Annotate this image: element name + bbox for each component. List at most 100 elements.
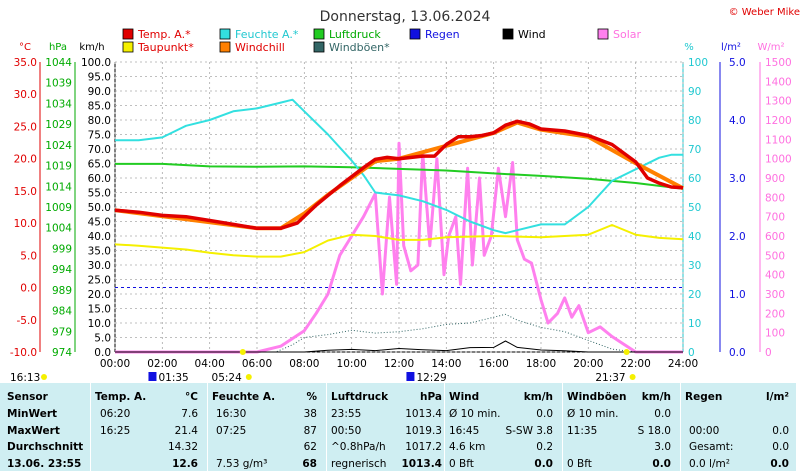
gust-line: [115, 313, 683, 353]
row-rain-value: 0.0: [772, 441, 789, 453]
row-temp-time: 06:20: [100, 408, 131, 420]
column-divider: [680, 383, 681, 471]
current-time: 16:13: [10, 372, 40, 383]
sunset-icon: [629, 374, 636, 380]
kmh-tick: 0.0: [94, 347, 111, 359]
rain-tick: 3.0: [729, 173, 746, 185]
kmh-unit-label: km/h: [79, 42, 104, 53]
row-wind-time: Ø 10 min.: [449, 408, 501, 420]
column-divider: [90, 383, 91, 471]
row-wind-time: 16:45: [449, 424, 480, 437]
row-humidity-value: 87: [303, 424, 317, 437]
time-tick: 22:00: [621, 358, 651, 370]
legend-swatch: [313, 41, 325, 53]
time-tick: 10:00: [337, 358, 367, 370]
header-rain: Regen: [685, 391, 723, 403]
header-gust-unit: km/h: [641, 391, 671, 403]
pct-tick: 20: [688, 289, 701, 301]
solar-tick: 400: [765, 270, 785, 282]
moonset-time: 01:35: [158, 372, 188, 383]
solar-tick: 1200: [765, 115, 792, 127]
legend-swatch: [219, 41, 231, 53]
hpa-tick: 999: [52, 243, 72, 255]
kmh-tick: 40.0: [88, 231, 111, 243]
solar-tick: 200: [765, 308, 785, 320]
chart-title: Donnerstag, 13.06.2024: [320, 9, 491, 25]
pct-tick: 10: [688, 318, 701, 330]
time-tick: 08:00: [289, 358, 319, 370]
solar-tick: 1100: [765, 134, 792, 146]
temp-tick: -5.0: [17, 315, 38, 327]
solar-line: [115, 141, 683, 354]
time-tick: 24:00: [668, 358, 698, 370]
kmh-tick: 100.0: [81, 57, 111, 69]
time-tick: 18:00: [526, 358, 556, 370]
pressure-line: [115, 162, 684, 190]
pct-tick: 0: [688, 347, 695, 359]
row-pressure-time: ^0.8hPa/h: [331, 441, 386, 453]
now-icon: [41, 374, 47, 380]
kmh-tick: 85.0: [88, 101, 111, 113]
row-humidity-time: 07:25: [216, 424, 247, 437]
kmh-tick: 5.0: [94, 333, 111, 345]
row-gust-value: 3.0: [654, 441, 671, 453]
hpa-tick: 1039: [45, 78, 72, 90]
solar-tick: 600: [765, 231, 785, 243]
row-pressure-time: regnerisch: [331, 457, 387, 470]
temp-tick: 30.0: [14, 89, 37, 101]
sunset-marker: [623, 349, 630, 355]
legend-swatch: [502, 28, 514, 40]
kmh-tick: 50.0: [88, 202, 111, 214]
hpa-tick: 1034: [45, 98, 72, 110]
kmh-tick: 30.0: [88, 260, 111, 272]
kmh-tick: 65.0: [88, 159, 111, 171]
time-tick: 04:00: [195, 358, 225, 370]
kmh-tick: 90.0: [88, 86, 111, 98]
hpa-tick: 989: [52, 285, 72, 297]
copyright-label: © Weber Mike: [729, 7, 800, 18]
header-rain-unit: l/m²: [766, 391, 789, 403]
temp-tick: -10.0: [10, 347, 37, 359]
column-divider: [562, 383, 563, 471]
pct-tick: 50: [688, 202, 701, 214]
row-label: Durchschnitt: [7, 441, 84, 453]
pct-tick: 40: [688, 231, 701, 243]
kmh-tick: 25.0: [88, 275, 111, 287]
row-temp-value: 12.6: [172, 457, 198, 470]
row-humidity-value: 38: [303, 408, 317, 420]
legend-swatch: [409, 28, 421, 40]
row-gust-value: 0.0: [654, 408, 671, 420]
row-gust-time: Ø 10 min.: [567, 408, 619, 420]
time-tick: 16:00: [479, 358, 509, 370]
row-gust-value: 0.0: [652, 457, 671, 470]
kmh-tick: 80.0: [88, 115, 111, 127]
rain-tick: 5.0: [729, 57, 746, 69]
hpa-tick: 1014: [45, 181, 72, 193]
hpa-tick: 979: [52, 326, 72, 338]
solar-tick: 800: [765, 192, 785, 204]
row-wind-value: 0.0: [534, 457, 553, 470]
pct-tick: 80: [688, 115, 701, 127]
row-pressure-time: 00:50: [331, 424, 362, 437]
row-pressure-value: 1017.2: [405, 441, 442, 453]
sunrise-time: 05:24: [212, 372, 243, 383]
row-pressure-value: 1013.4: [401, 457, 442, 470]
column-divider: [207, 383, 208, 471]
temperature-line: [114, 119, 684, 231]
sunset-time: 21:37: [595, 372, 625, 383]
pct-tick: 100: [688, 57, 708, 69]
pct-tick: 90: [688, 86, 701, 98]
solar-tick: 900: [765, 173, 785, 185]
legend-label: Feuchte A.*: [235, 28, 299, 41]
pct-tick: 60: [688, 173, 701, 185]
moonrise-time: 12:29: [416, 372, 446, 383]
row-wind-direction: S-SW 3.8: [505, 424, 553, 437]
column-divider: [326, 383, 327, 471]
hpa-tick: 994: [52, 264, 72, 276]
pct-tick: 30: [688, 260, 701, 272]
header-gust: Windböen: [567, 391, 627, 403]
kmh-tick: 45.0: [88, 217, 111, 229]
header-sensor: Sensor: [7, 391, 48, 403]
time-tick: 14:00: [431, 358, 461, 370]
